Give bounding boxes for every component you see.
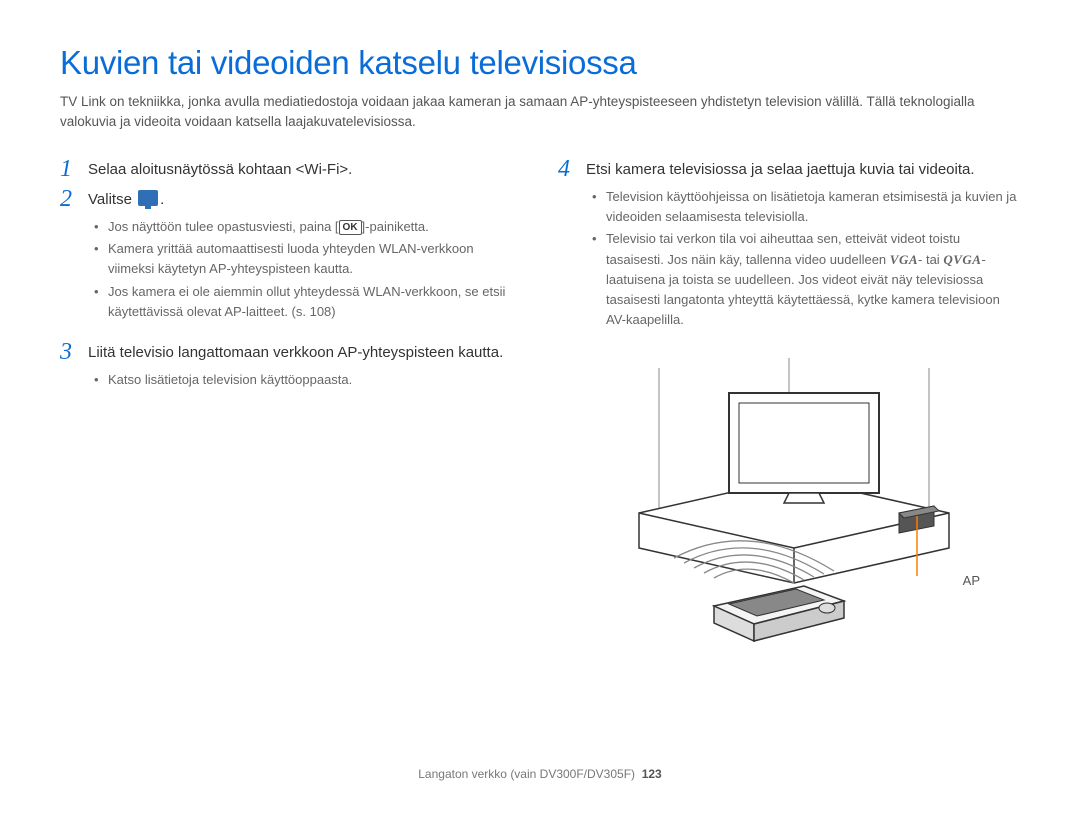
- sub-item: Katso lisätietoja television käyttöoppaa…: [94, 370, 522, 390]
- step1-post: .: [348, 161, 352, 178]
- sub4b-mid: - tai: [918, 252, 943, 267]
- sub-item: Jos näyttöön tulee opastusviesti, paina …: [94, 217, 522, 237]
- step-text: Etsi kamera televisiossa ja selaa jaettu…: [586, 157, 975, 181]
- step-number: 1: [60, 157, 78, 181]
- intro-paragraph: TV Link on tekniikka, jonka avulla media…: [60, 92, 1020, 131]
- step2-post: .: [160, 191, 164, 208]
- step-2: 2 Valitse .: [60, 187, 522, 211]
- sub2a-pre: Jos näyttöön tulee opastusviesti, paina …: [108, 219, 339, 234]
- sub-item: Jos kamera ei ole aiemmin ollut yhteydes…: [94, 282, 522, 322]
- sub-item: Television käyttöohjeissa on lisätietoja…: [592, 187, 1020, 227]
- vga-label: VGA: [890, 252, 918, 267]
- step-1: 1 Selaa aloitusnäytössä kohtaan <Wi-Fi>.: [60, 157, 522, 181]
- right-column: 4 Etsi kamera televisiossa ja selaa jaet…: [558, 157, 1020, 648]
- step2-sublist: Jos näyttöön tulee opastusviesti, paina …: [94, 217, 522, 322]
- page-footer: Langaton verkko (vain DV300F/DV305F) 123: [0, 767, 1080, 781]
- step1-pre: Selaa aloitusnäytössä kohtaan: [88, 161, 296, 178]
- ap-label: AP: [963, 573, 980, 588]
- qvga-label: QVGA: [943, 252, 981, 267]
- step1-bold: <Wi-Fi>: [296, 161, 349, 178]
- sub-item: Televisio tai verkon tila voi aiheuttaa …: [592, 229, 1020, 330]
- ok-icon: OK: [339, 220, 362, 235]
- step3-sublist: Katso lisätietoja television käyttöoppaa…: [94, 370, 522, 390]
- sub2a-post: ]-painiketta.: [362, 219, 429, 234]
- step-4: 4 Etsi kamera televisiossa ja selaa jaet…: [558, 157, 1020, 181]
- step-number: 4: [558, 157, 576, 181]
- tvlink-icon: [138, 190, 158, 206]
- left-column: 1 Selaa aloitusnäytössä kohtaan <Wi-Fi>.…: [60, 157, 522, 648]
- step-number: 3: [60, 340, 78, 364]
- step-text: Liitä televisio langattomaan verkkoon AP…: [88, 340, 503, 364]
- step2-pre: Valitse: [88, 191, 136, 208]
- page-title: Kuvien tai videoiden katselu televisioss…: [60, 44, 1020, 82]
- step-3: 3 Liitä televisio langattomaan verkkoon …: [60, 340, 522, 364]
- step-text: Valitse .: [88, 187, 164, 211]
- illustration: AP: [558, 358, 1020, 648]
- step-text: Selaa aloitusnäytössä kohtaan <Wi-Fi>.: [88, 157, 352, 181]
- tv-camera-diagram: [599, 358, 979, 648]
- footer-text: Langaton verkko (vain DV300F/DV305F): [418, 767, 635, 781]
- step4-sublist: Television käyttöohjeissa on lisätietoja…: [592, 187, 1020, 330]
- sub-item: Kamera yrittää automaattisesti luoda yht…: [94, 239, 522, 279]
- page-number: 123: [642, 767, 662, 781]
- step-number: 2: [60, 187, 78, 211]
- content-columns: 1 Selaa aloitusnäytössä kohtaan <Wi-Fi>.…: [60, 157, 1020, 648]
